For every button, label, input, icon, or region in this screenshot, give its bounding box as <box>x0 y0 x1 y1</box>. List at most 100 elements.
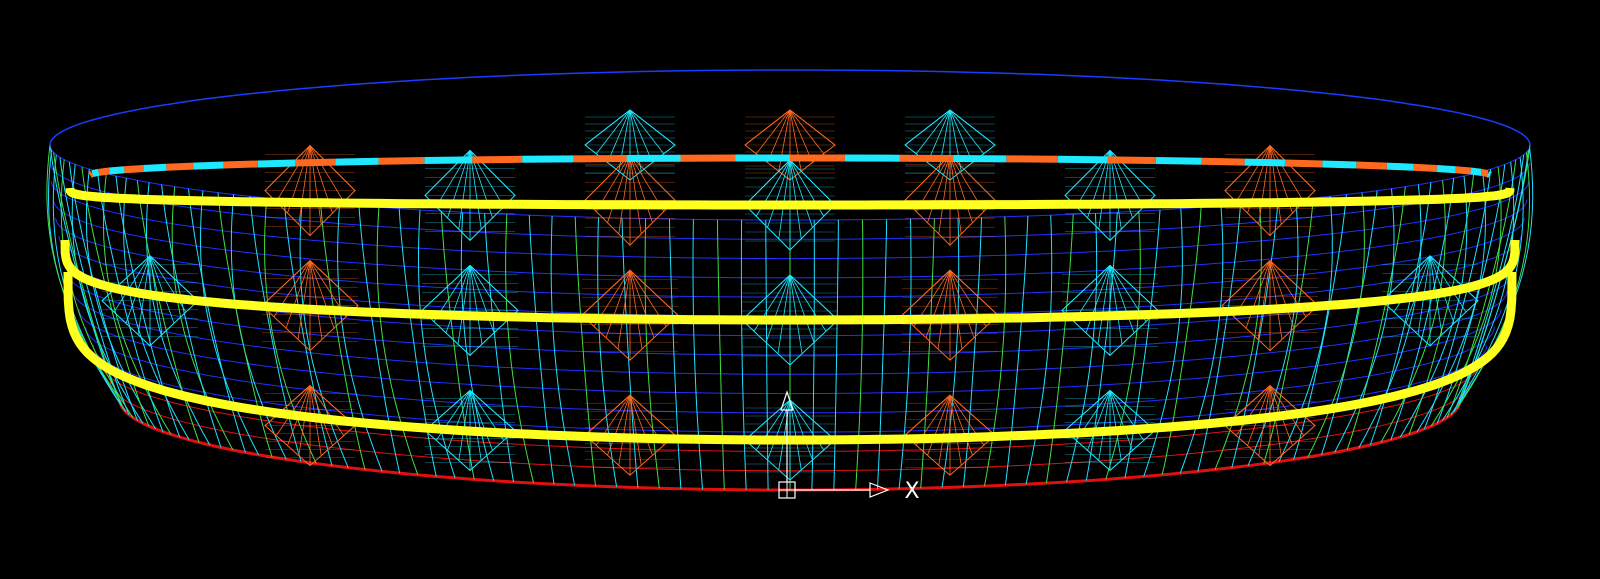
truss-member <box>1269 260 1295 329</box>
truss-member <box>1381 255 1431 302</box>
truss-member <box>777 274 791 354</box>
truss-member <box>275 145 311 203</box>
truss-member <box>1087 390 1111 451</box>
rim-band <box>1201 157 1245 166</box>
truss-member <box>789 109 825 154</box>
rim-band <box>1455 166 1471 175</box>
truss-member <box>113 255 151 313</box>
truss-member <box>309 385 345 436</box>
truss-member <box>469 265 495 334</box>
truss-member <box>1109 390 1133 451</box>
wireframe-model <box>46 69 1534 492</box>
truss-member <box>741 274 791 321</box>
hull-section <box>102 173 172 435</box>
truss-member <box>1109 265 1159 311</box>
truss-member <box>789 159 813 228</box>
truss-member <box>767 159 791 228</box>
truss-member <box>778 399 791 471</box>
truss-member <box>309 145 345 203</box>
rim-band <box>1480 168 1489 178</box>
truss-member <box>1224 145 1271 191</box>
truss-member <box>767 109 791 163</box>
truss-member <box>1085 265 1111 334</box>
rim-band <box>378 157 425 165</box>
truss-member <box>618 155 631 235</box>
hull-section <box>1380 180 1446 443</box>
stiffener-band <box>60 239 1520 325</box>
truss-member <box>629 109 676 146</box>
truss-member <box>789 399 802 471</box>
truss-member <box>469 390 493 451</box>
rim-band <box>472 155 523 164</box>
hull-section <box>1416 171 1487 432</box>
truss-member <box>744 159 791 206</box>
truss-member <box>101 255 151 302</box>
truss-member <box>1429 255 1479 302</box>
truss-member <box>1221 260 1271 306</box>
truss-member <box>1269 145 1282 225</box>
truss-member <box>949 154 996 201</box>
truss-member <box>949 395 962 466</box>
truss-member <box>584 394 631 436</box>
truss-member <box>458 150 471 230</box>
rim-band <box>1486 170 1492 178</box>
truss-member <box>469 150 482 230</box>
rim-band <box>88 170 94 178</box>
truss-member <box>1098 390 1111 461</box>
truss-member <box>949 395 973 456</box>
truss-member <box>1269 260 1319 306</box>
truss-member <box>285 260 311 329</box>
truss-member <box>778 159 791 239</box>
rim-band <box>1284 159 1323 168</box>
truss-member <box>1109 390 1122 461</box>
ucs-x-arrow <box>869 482 890 498</box>
truss-member <box>1269 145 1305 203</box>
truss-member <box>261 260 311 306</box>
truss-member <box>1235 145 1271 203</box>
rim-band <box>1322 160 1357 169</box>
rim-band <box>166 162 194 171</box>
rim-band <box>424 156 473 165</box>
truss-member <box>309 260 323 340</box>
truss-member <box>1269 385 1316 426</box>
truss-member <box>1109 150 1122 230</box>
truss-member <box>458 390 471 461</box>
truss-member <box>309 145 356 191</box>
truss-member <box>789 109 813 163</box>
truss-member <box>297 260 311 340</box>
hull-section <box>1399 175 1468 438</box>
truss-member <box>938 395 951 466</box>
truss-member <box>904 109 951 146</box>
truss-member <box>298 145 311 225</box>
truss-member <box>629 109 665 154</box>
truss-member <box>607 395 631 456</box>
truss-member <box>584 154 631 201</box>
truss-member <box>1064 390 1111 431</box>
hull-section <box>833 219 839 490</box>
rim-band <box>109 166 125 175</box>
rim-band <box>1436 165 1456 174</box>
truss-member <box>595 109 631 154</box>
rim-band <box>223 160 258 169</box>
truss-member <box>927 155 951 223</box>
truss-member <box>629 394 676 436</box>
truss-member <box>789 159 802 239</box>
truss-member <box>755 109 791 154</box>
truss-member <box>949 270 975 338</box>
hull-section <box>692 219 703 490</box>
truss-member <box>1429 255 1467 313</box>
truss-member <box>789 159 836 206</box>
truss-member <box>445 265 471 334</box>
truss-member <box>584 109 631 146</box>
truss-member <box>1245 260 1271 329</box>
truss-member <box>949 109 985 154</box>
hull-section <box>877 219 888 490</box>
rim-band <box>1155 157 1202 165</box>
hull-section <box>898 218 912 489</box>
rim-band <box>1413 163 1437 172</box>
truss-member <box>1098 150 1111 230</box>
rim-band <box>1244 158 1286 167</box>
hull-section <box>811 219 815 491</box>
truss-member <box>607 109 631 163</box>
